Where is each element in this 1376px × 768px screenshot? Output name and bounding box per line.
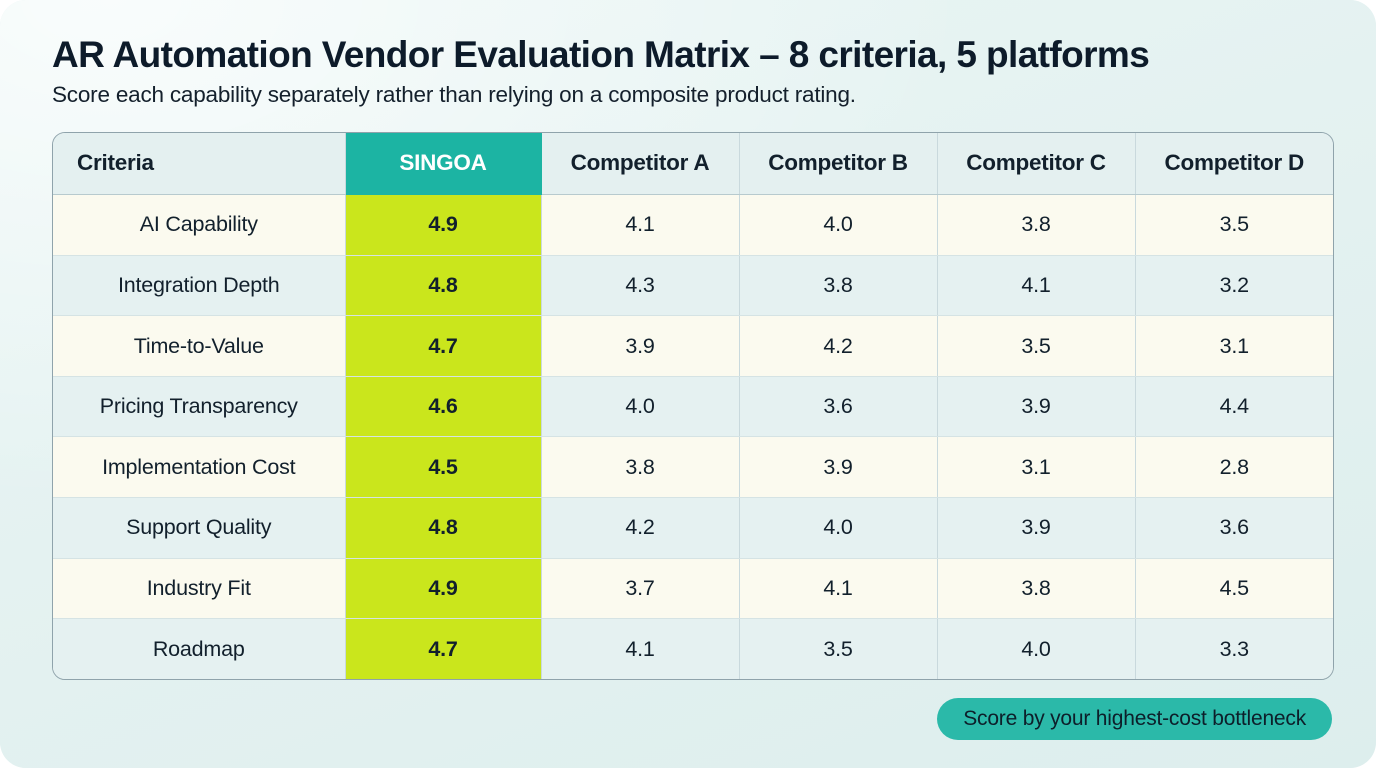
score-cell-competitor-d: 3.6 <box>1135 497 1333 559</box>
column-header-competitor-c[interactable]: Competitor C <box>937 132 1136 196</box>
table-header-row: Criteria SINGOA Competitor A Competitor … <box>53 132 1333 196</box>
score-cell-competitor-b: 4.2 <box>739 315 938 377</box>
table-row: Industry Fit 4.9 3.7 4.1 3.8 4.5 <box>53 558 1333 620</box>
column-header-competitor-d[interactable]: Competitor D <box>1135 132 1333 196</box>
page-subtitle: Score each capability separately rather … <box>52 82 856 108</box>
vendor-matrix-table: Criteria SINGOA Competitor A Competitor … <box>53 132 1333 680</box>
score-cell-competitor-a: 3.7 <box>541 558 740 620</box>
score-cell-competitor-a: 3.8 <box>541 436 740 499</box>
score-cell-competitor-c: 3.5 <box>937 315 1136 377</box>
score-cell-singoa: 4.9 <box>345 558 542 620</box>
score-cell-competitor-b: 3.8 <box>739 255 938 317</box>
vendor-matrix-table-container: Criteria SINGOA Competitor A Competitor … <box>52 131 1334 681</box>
score-cell-competitor-a: 4.0 <box>541 376 740 438</box>
score-cell-competitor-c: 4.0 <box>937 618 1136 680</box>
criteria-label: Roadmap <box>53 618 346 680</box>
score-cell-singoa: 4.7 <box>345 618 542 680</box>
score-cell-singoa: 4.6 <box>345 376 542 438</box>
table-row: Implementation Cost 4.5 3.8 3.9 3.1 2.8 <box>53 436 1333 499</box>
table-row: Roadmap 4.7 4.1 3.5 4.0 3.3 <box>53 618 1333 680</box>
status-badge: Score by your highest-cost bottleneck <box>937 698 1332 741</box>
criteria-label: Integration Depth <box>53 255 346 317</box>
score-cell-competitor-d: 2.8 <box>1135 436 1333 499</box>
score-cell-singoa: 4.7 <box>345 315 542 377</box>
score-cell-singoa: 4.5 <box>345 436 542 499</box>
page-title: AR Automation Vendor Evaluation Matrix –… <box>52 34 1150 75</box>
criteria-label: Pricing Transparency <box>53 376 346 438</box>
score-cell-singoa: 4.9 <box>345 194 542 256</box>
column-header-competitor-b[interactable]: Competitor B <box>739 132 938 196</box>
score-cell-competitor-d: 3.2 <box>1135 255 1333 317</box>
score-cell-competitor-b: 4.0 <box>739 194 938 256</box>
criteria-label: Implementation Cost <box>53 436 346 499</box>
score-cell-competitor-b: 4.1 <box>739 558 938 620</box>
score-cell-competitor-a: 4.1 <box>541 618 740 680</box>
content-area: AR Automation Vendor Evaluation Matrix –… <box>52 34 1334 741</box>
score-cell-competitor-a: 4.1 <box>541 194 740 256</box>
score-cell-competitor-b: 4.0 <box>739 497 938 559</box>
score-cell-competitor-c: 3.1 <box>937 436 1136 499</box>
score-cell-competitor-b: 3.9 <box>739 436 938 499</box>
score-cell-singoa: 4.8 <box>345 255 542 317</box>
footer-row: Score by your highest-cost bottleneck <box>52 698 1332 741</box>
score-cell-competitor-a: 3.9 <box>541 315 740 377</box>
table-row: Time-to-Value 4.7 3.9 4.2 3.5 3.1 <box>53 315 1333 377</box>
score-cell-competitor-c: 3.9 <box>937 376 1136 438</box>
criteria-label: AI Capability <box>53 194 346 256</box>
score-cell-competitor-c: 3.8 <box>937 194 1136 256</box>
score-cell-singoa: 4.8 <box>345 497 542 559</box>
score-cell-competitor-d: 3.1 <box>1135 315 1333 377</box>
column-header-competitor-a[interactable]: Competitor A <box>541 132 740 196</box>
score-cell-competitor-d: 4.5 <box>1135 558 1333 620</box>
table-row: Pricing Transparency 4.6 4.0 3.6 3.9 4.4 <box>53 376 1333 438</box>
score-cell-competitor-b: 3.6 <box>739 376 938 438</box>
score-cell-competitor-d: 3.3 <box>1135 618 1333 680</box>
criteria-label: Industry Fit <box>53 558 346 620</box>
score-cell-competitor-b: 3.5 <box>739 618 938 680</box>
score-cell-competitor-d: 4.4 <box>1135 376 1333 438</box>
criteria-label: Support Quality <box>53 497 346 559</box>
score-cell-competitor-c: 3.9 <box>937 497 1136 559</box>
criteria-label: Time-to-Value <box>53 315 346 377</box>
table-row: AI Capability 4.9 4.1 4.0 3.8 3.5 <box>53 194 1333 256</box>
table-row: Integration Depth 4.8 4.3 3.8 4.1 3.2 <box>53 255 1333 317</box>
column-header-singoa[interactable]: SINGOA <box>345 132 542 196</box>
table-row: Support Quality 4.8 4.2 4.0 3.9 3.6 <box>53 497 1333 559</box>
score-cell-competitor-c: 4.1 <box>937 255 1136 317</box>
score-cell-competitor-a: 4.3 <box>541 255 740 317</box>
score-cell-competitor-a: 4.2 <box>541 497 740 559</box>
score-cell-competitor-d: 3.5 <box>1135 194 1333 256</box>
column-header-criteria[interactable]: Criteria <box>53 132 346 196</box>
score-cell-competitor-c: 3.8 <box>937 558 1136 620</box>
table-body: AI Capability 4.9 4.1 4.0 3.8 3.5 Integr… <box>53 194 1333 680</box>
table-header: Criteria SINGOA Competitor A Competitor … <box>53 132 1333 196</box>
